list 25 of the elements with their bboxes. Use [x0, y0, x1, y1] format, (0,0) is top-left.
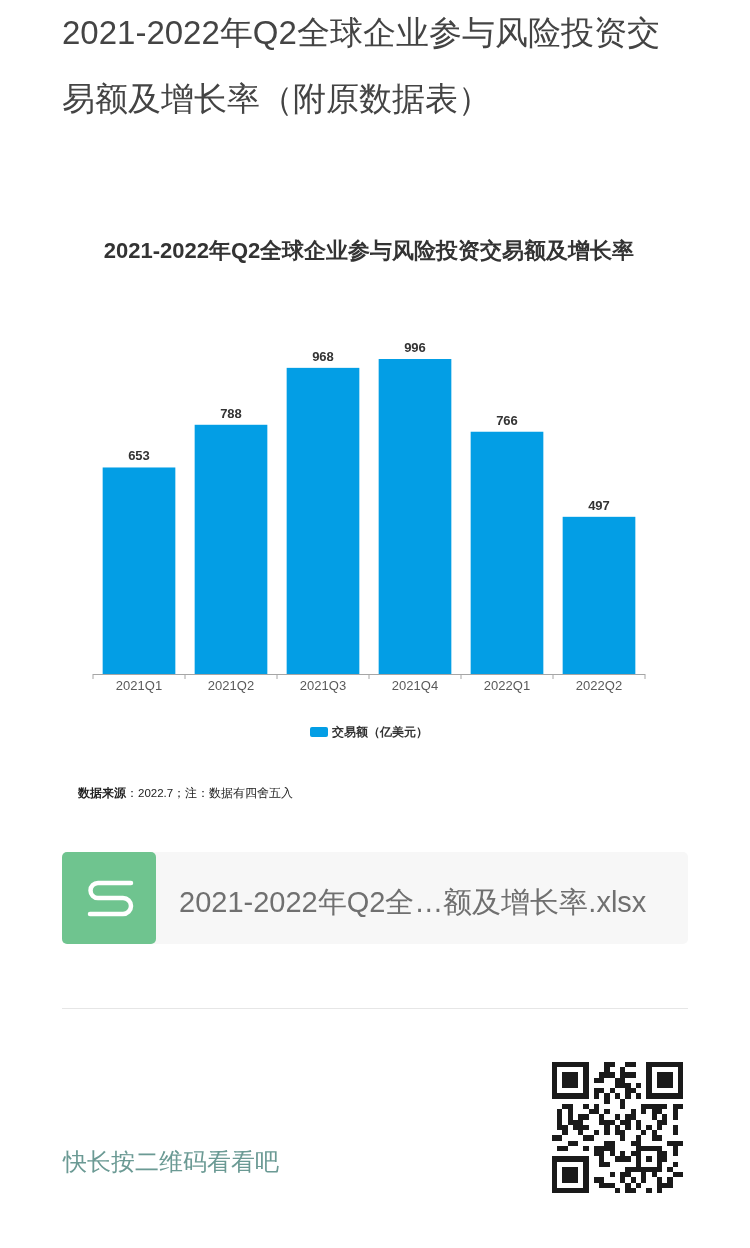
annotation: 数据来源：2022.7；注：数据有四舍五入	[78, 787, 294, 799]
bar	[562, 516, 636, 674]
data-label: 996	[404, 340, 426, 355]
bar	[286, 367, 360, 674]
annotation: 快长按二维码看看吧	[63, 1148, 279, 1175]
x-tick-label: 2022Q1	[483, 678, 531, 693]
bar	[470, 431, 544, 674]
x-tick-label: 2021Q4	[391, 678, 439, 693]
data-label: 497	[588, 497, 610, 513]
legend: 交易额（亿美元）	[310, 725, 428, 739]
x-tick-label: 2022Q2	[575, 678, 623, 693]
x-tick-label: 2021Q3	[299, 678, 347, 693]
bar	[378, 359, 452, 674]
data-label: 968	[312, 348, 334, 364]
data-label: 653	[128, 448, 150, 464]
legend-label: 交易额（亿美元）	[331, 725, 428, 739]
data-label: 766	[496, 412, 518, 428]
x-tick-label: 2021Q2	[207, 678, 255, 693]
bar	[194, 424, 268, 674]
bar	[102, 467, 176, 674]
data-label: 788	[220, 405, 242, 421]
x-tick-label: 2021Q1	[115, 678, 163, 693]
annotation: 2021-2022年Q2全…额及增长率.xlsx	[179, 886, 647, 918]
chart-title: 2021-2022年Q2全球企业参与风险投资交易额及增长率（附原数据表）	[62, 13, 661, 119]
chart-subtitle: 2021-2022年Q2全球企业参与风险投资交易额及增长率	[103, 238, 635, 263]
